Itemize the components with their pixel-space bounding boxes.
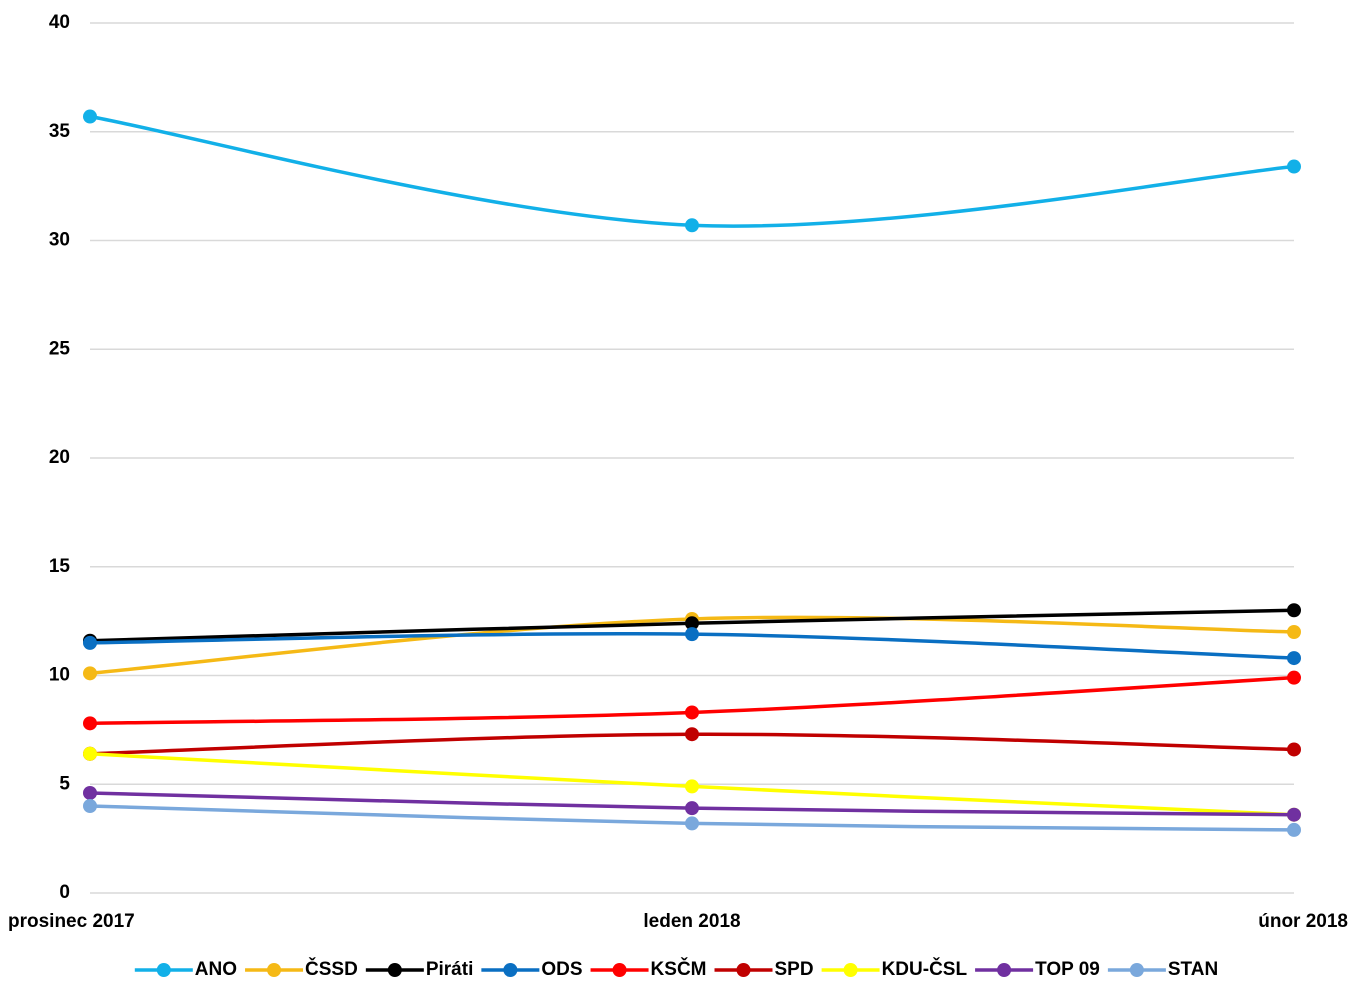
y-tick-label: 0 (59, 882, 70, 903)
legend-label: ČSSD (305, 958, 358, 980)
y-tick-label: 5 (59, 773, 70, 794)
series-line (89, 114, 1295, 228)
y-tick-label: 20 (49, 447, 70, 468)
data-point (83, 109, 97, 124)
data-point (685, 727, 699, 742)
data-point (685, 218, 699, 233)
legend-marker (156, 963, 171, 977)
data-point (1287, 670, 1301, 685)
legend-marker (612, 963, 627, 977)
data-point (83, 746, 97, 761)
data-point (685, 816, 699, 831)
data-point (685, 705, 699, 720)
legend-marker (387, 963, 402, 977)
legend-label: KDU-ČSL (882, 958, 968, 980)
data-point (1287, 742, 1301, 757)
x-tick-label: prosinec 2017 (8, 911, 135, 932)
legend-marker (1129, 963, 1144, 977)
y-tick-label: 35 (49, 121, 71, 142)
legend-marker (843, 963, 858, 977)
y-tick-label: 25 (49, 338, 71, 359)
y-tick-label: 10 (49, 665, 70, 686)
y-tick-label: 15 (49, 556, 71, 577)
data-point (83, 785, 97, 800)
data-point (83, 799, 97, 813)
data-point (685, 616, 699, 631)
legend-marker (503, 963, 518, 977)
data-point (1287, 159, 1301, 174)
data-point (1287, 625, 1301, 639)
data-point (1287, 822, 1301, 837)
legend-label: TOP 09 (1035, 959, 1100, 980)
legend-marker (997, 963, 1012, 977)
legend-label: SPD (775, 959, 814, 980)
data-point (83, 716, 97, 731)
legend-label: ODS (541, 959, 582, 980)
data-point (1287, 651, 1301, 666)
legend-label: STAN (1168, 959, 1218, 980)
y-tick-label: 30 (49, 230, 70, 251)
legend-label: Piráti (426, 959, 474, 980)
legend-marker (736, 963, 751, 977)
data-point (1287, 807, 1301, 822)
legend-label: KSČM (651, 958, 707, 980)
data-point (1287, 603, 1301, 618)
data-point (83, 635, 97, 650)
x-tick-label: leden 2018 (643, 911, 740, 932)
y-tick-label: 40 (49, 12, 70, 33)
data-point (685, 801, 699, 816)
x-tick-label: únor 2018 (1258, 911, 1348, 932)
data-point (685, 627, 699, 642)
data-point (685, 779, 699, 794)
legend: ANO ČSSD Piráti ODS KSČM SPD KDU-ČSL TOP 09 STAN (134, 958, 1218, 980)
legend-label: ANO (195, 959, 237, 980)
legend-marker (267, 963, 282, 977)
data-point (83, 666, 97, 681)
